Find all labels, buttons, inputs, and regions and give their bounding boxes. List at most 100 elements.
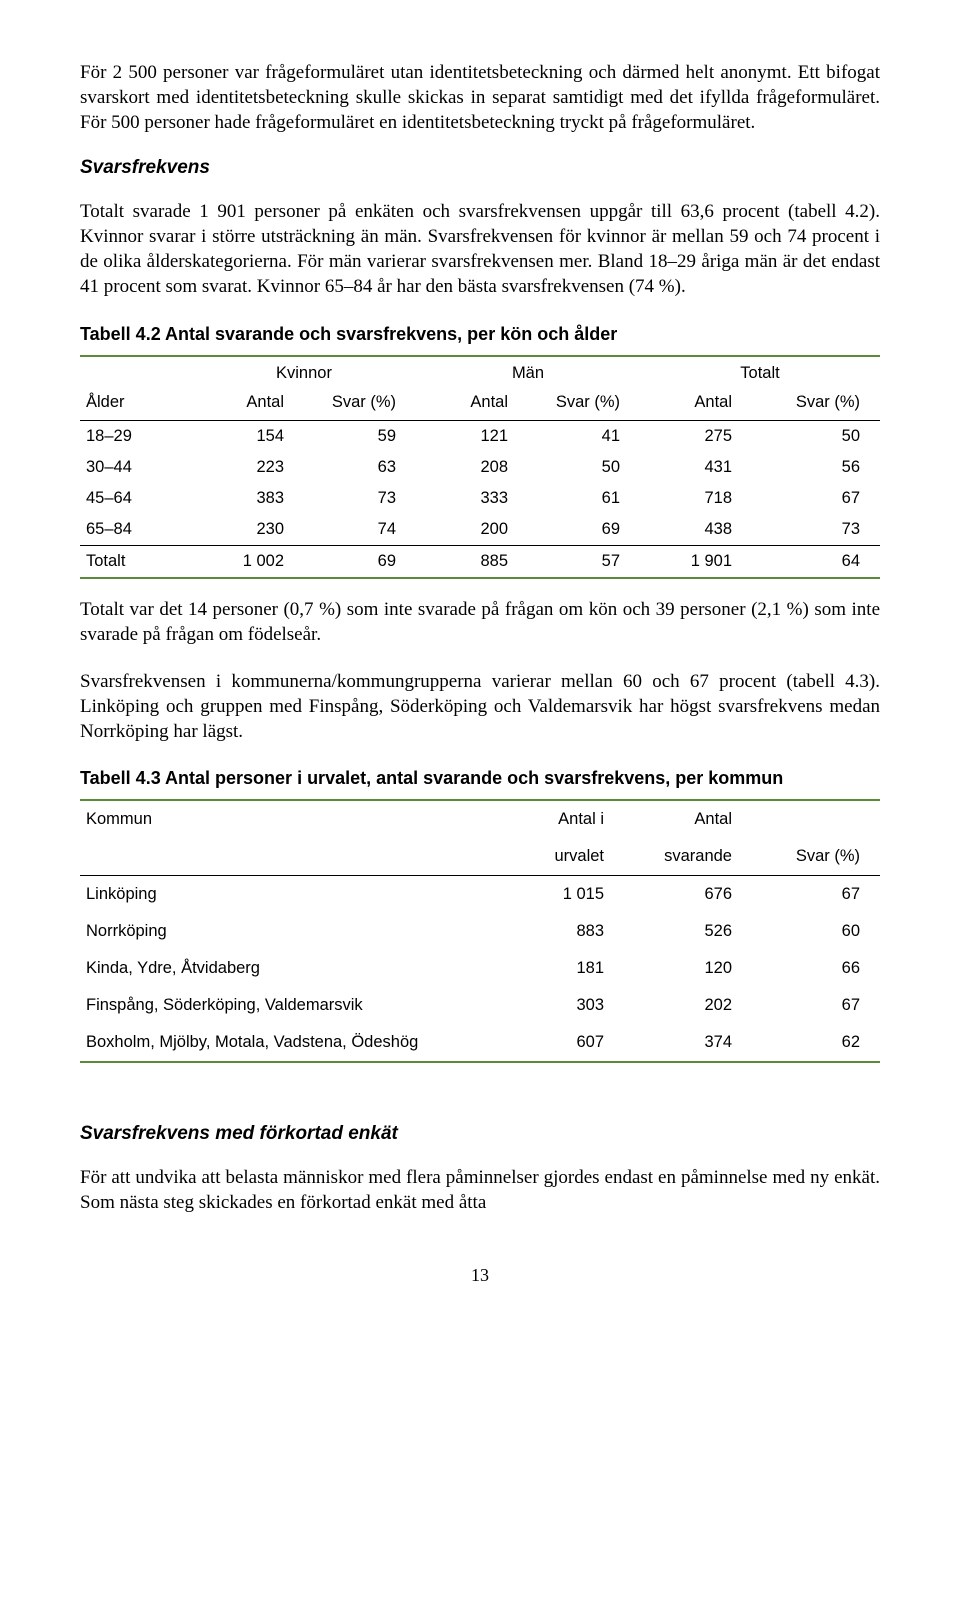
paragraph-svarsfrekvens: Totalt svarade 1 901 personer på enkäten… — [80, 199, 880, 299]
table1-r1c1: 223 — [192, 452, 304, 483]
table1-r1c4: 50 — [528, 452, 640, 483]
table2-r2c3: 66 — [752, 950, 880, 987]
paragraph-after-table1b: Svarsfrekvensen i kommunerna/kommungrupp… — [80, 669, 880, 744]
table1-r2c4: 61 — [528, 483, 640, 514]
table2-rule-bottom — [80, 1061, 880, 1063]
heading-forkortad: Svarsfrekvens med förkortad enkät — [80, 1123, 880, 1145]
table1-rule-bottom — [80, 577, 880, 579]
table-row: Linköping 1 015 676 67 — [80, 876, 880, 913]
table1-r1c6: 56 — [752, 452, 880, 483]
table-row: Boxholm, Mjölby, Motala, Vadstena, Ödesh… — [80, 1024, 880, 1061]
table2: Kommun Antal i Antal urvalet svarande Sv… — [80, 801, 880, 1061]
table2-r3c1: 303 — [496, 987, 624, 1024]
table2-r3c0: Finspång, Söderköping, Valdemarsvik — [80, 987, 496, 1024]
table1-r2c6: 67 — [752, 483, 880, 514]
table1-r2c5: 718 — [640, 483, 752, 514]
table2-h1c2: Antal — [624, 801, 752, 838]
table1-r1c2: 63 — [304, 452, 416, 483]
table1-r3c3: 200 — [416, 514, 528, 545]
table2-r1c2: 526 — [624, 913, 752, 950]
table1-r1c3: 208 — [416, 452, 528, 483]
table2-header-row1: Kommun Antal i Antal — [80, 801, 880, 838]
paragraph-forkortad: För att undvika att belasta människor me… — [80, 1165, 880, 1215]
table2-r2c1: 181 — [496, 950, 624, 987]
table2-r0c0: Linköping — [80, 876, 496, 913]
table2-r4c3: 62 — [752, 1024, 880, 1061]
table1-r3c6: 73 — [752, 514, 880, 545]
table1-r1c0: 30–44 — [80, 452, 192, 483]
table2-h2c2: svarande — [624, 838, 752, 875]
table1-r0c5: 275 — [640, 421, 752, 452]
table1-r2c0: 45–64 — [80, 483, 192, 514]
table1-ch-6: Svar (%) — [752, 385, 880, 420]
table1-r3c0: 65–84 — [80, 514, 192, 545]
table2-h2c3: Svar (%) — [752, 838, 880, 875]
table1-r3c1: 230 — [192, 514, 304, 545]
page-number: 13 — [80, 1265, 880, 1286]
table1-r2c1: 383 — [192, 483, 304, 514]
table2-r2c0: Kinda, Ydre, Åtvidaberg — [80, 950, 496, 987]
table1-col-header-row: Ålder Antal Svar (%) Antal Svar (%) Anta… — [80, 385, 880, 420]
table2-header-row2: urvalet svarande Svar (%) — [80, 838, 880, 875]
table2-r0c3: 67 — [752, 876, 880, 913]
table2-r0c2: 676 — [624, 876, 752, 913]
paragraph-intro: För 2 500 personer var frågeformuläret u… — [80, 60, 880, 135]
table1-ch-0: Ålder — [80, 385, 192, 420]
table-row: Kinda, Ydre, Åtvidaberg 181 120 66 — [80, 950, 880, 987]
table1: Kvinnor Män Totalt Ålder Antal Svar (%) … — [80, 357, 880, 577]
table-row: Norrköping 883 526 60 — [80, 913, 880, 950]
table2-h2c0 — [80, 838, 496, 875]
table1-r0c3: 121 — [416, 421, 528, 452]
table1-r3c5: 438 — [640, 514, 752, 545]
table1-ch-1: Antal — [192, 385, 304, 420]
table1-r2c3: 333 — [416, 483, 528, 514]
page-container: För 2 500 personer var frågeformuläret u… — [0, 0, 960, 1326]
table1-r2c2: 73 — [304, 483, 416, 514]
table2-h1c0: Kommun — [80, 801, 496, 838]
table-row: 18–29 154 59 121 41 275 50 — [80, 421, 880, 452]
table2-r2c2: 120 — [624, 950, 752, 987]
heading-svarsfrekvens: Svarsfrekvens — [80, 157, 880, 179]
table-row: Finspång, Söderköping, Valdemarsvik 303 … — [80, 987, 880, 1024]
table1-r0c2: 59 — [304, 421, 416, 452]
table1-tc1: 1 002 — [192, 546, 304, 577]
table1-total-row: Totalt 1 002 69 885 57 1 901 64 — [80, 546, 880, 577]
table1-r0c6: 50 — [752, 421, 880, 452]
table-row: 65–84 230 74 200 69 438 73 — [80, 514, 880, 545]
table1-r3c2: 74 — [304, 514, 416, 545]
table1-ch-5: Antal — [640, 385, 752, 420]
table1-ch-3: Antal — [416, 385, 528, 420]
table2-r1c3: 60 — [752, 913, 880, 950]
table1-tc6: 64 — [752, 546, 880, 577]
table-row: 30–44 223 63 208 50 431 56 — [80, 452, 880, 483]
table2-h2c1: urvalet — [496, 838, 624, 875]
table2-r3c2: 202 — [624, 987, 752, 1024]
table2-r4c0: Boxholm, Mjölby, Motala, Vadstena, Ödesh… — [80, 1024, 496, 1061]
table1-gh-totalt: Totalt — [640, 357, 880, 385]
table1-r0c0: 18–29 — [80, 421, 192, 452]
table2-h1c3 — [752, 801, 880, 838]
paragraph-after-table1a: Totalt var det 14 personer (0,7 %) som i… — [80, 597, 880, 647]
table1-tc0: Totalt — [80, 546, 192, 577]
table1-title: Tabell 4.2 Antal svarande och svarsfrekv… — [80, 324, 880, 345]
table1-r0c1: 154 — [192, 421, 304, 452]
table1-r0c4: 41 — [528, 421, 640, 452]
table1-tc3: 885 — [416, 546, 528, 577]
table2-r0c1: 1 015 — [496, 876, 624, 913]
table1-gh-kvinnor: Kvinnor — [192, 357, 416, 385]
table1-gh-man: Män — [416, 357, 640, 385]
table1-group-header-row: Kvinnor Män Totalt — [80, 357, 880, 385]
table1-r1c5: 431 — [640, 452, 752, 483]
table2-r4c2: 374 — [624, 1024, 752, 1061]
table1-tc5: 1 901 — [640, 546, 752, 577]
table2-r1c0: Norrköping — [80, 913, 496, 950]
table2-title: Tabell 4.3 Antal personer i urvalet, ant… — [80, 768, 880, 789]
table1-ch-4: Svar (%) — [528, 385, 640, 420]
table2-r4c1: 607 — [496, 1024, 624, 1061]
table2-r3c3: 67 — [752, 987, 880, 1024]
table1-ch-2: Svar (%) — [304, 385, 416, 420]
table2-r1c1: 883 — [496, 913, 624, 950]
table1-tc4: 57 — [528, 546, 640, 577]
table-row: 45–64 383 73 333 61 718 67 — [80, 483, 880, 514]
table1-gh-empty — [80, 357, 192, 385]
